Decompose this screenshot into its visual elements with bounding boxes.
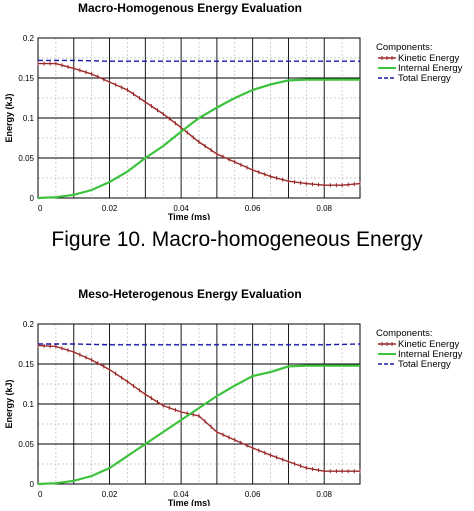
legend-entry: Internal Energy <box>398 349 463 360</box>
legend-title: Components: <box>376 328 433 339</box>
y-tick-label: 0.2 <box>23 320 35 329</box>
chart-title: Macro-Homogenous Energy Evaluation <box>77 1 303 15</box>
x-tick-label: 0 <box>38 204 43 213</box>
chart-macro-homogenous: Macro-Homogenous Energy Evaluation 0 0.02… <box>0 0 474 222</box>
y-tick-label: 0.1 <box>23 114 35 123</box>
y-tick-label: 0 <box>30 480 35 489</box>
major-grid <box>38 324 360 484</box>
y-tick-label: 0 <box>30 194 35 203</box>
y-tick-label: 0.15 <box>18 360 34 369</box>
x-tick-label: 0 <box>38 490 43 499</box>
figure-caption: Figure 10. Macro-homogeneous Energy <box>51 228 423 251</box>
chart-canvas: 0 0.02 0.04 0.06 0.08 0 0.05 0.1 0.15 0.2 Time (ms… <box>4 34 463 222</box>
legend-entry: Kinetic Energy <box>398 339 460 350</box>
x-tick-label: 0.02 <box>102 204 118 213</box>
y-tick-label: 0.2 <box>23 34 35 43</box>
y-tick-label: 0.1 <box>23 400 35 409</box>
x-tick-label: 0.08 <box>316 204 332 213</box>
legend-entry: Internal Energy <box>398 63 463 74</box>
x-tick-label: 0.06 <box>245 490 261 499</box>
total-energy-line <box>38 343 361 346</box>
legend-entry: Kinetic Energy <box>398 53 460 64</box>
x-tick-label: 0.08 <box>316 490 332 499</box>
chart-canvas: 0 0.02 0.04 0.06 0.08 0 0.05 0.1 0.15 0.2 Time (ms… <box>4 320 463 508</box>
x-tick-label: 0.04 <box>173 204 189 213</box>
y-axis-label: Energy (kJ) <box>4 93 14 142</box>
y-axis-label: Energy (kJ) <box>4 379 14 428</box>
x-axis-label: Time (ms) <box>168 212 210 220</box>
plot-frame <box>37 37 361 199</box>
total-energy-line <box>38 59 360 62</box>
legend-entry: Total Energy <box>398 73 451 84</box>
legend-title: Components: <box>376 42 433 53</box>
x-tick-label: 0.06 <box>245 204 261 213</box>
x-axis-label: Time (ms) <box>168 498 210 506</box>
y-tick-label: 0.05 <box>18 154 34 163</box>
kinetic-energy-markers <box>37 61 361 188</box>
y-tick-label: 0.05 <box>18 440 34 449</box>
kinetic-energy-markers <box>37 343 361 474</box>
chart-title: Meso-Heterogenous Energy Evaluation <box>78 287 302 301</box>
major-grid <box>38 38 360 198</box>
y-tick-label: 0.15 <box>18 74 34 83</box>
internal-energy-line <box>37 364 360 486</box>
x-tick-label: 0.02 <box>102 490 118 499</box>
chart-meso-heterogenous: Meso-Heterogenous Energy Evaluation 0 0.0… <box>0 286 474 508</box>
legend-entry: Total Energy <box>398 359 451 370</box>
internal-energy-line <box>37 78 360 200</box>
x-tick-label: 0.04 <box>173 490 189 499</box>
plot-frame <box>37 323 361 485</box>
